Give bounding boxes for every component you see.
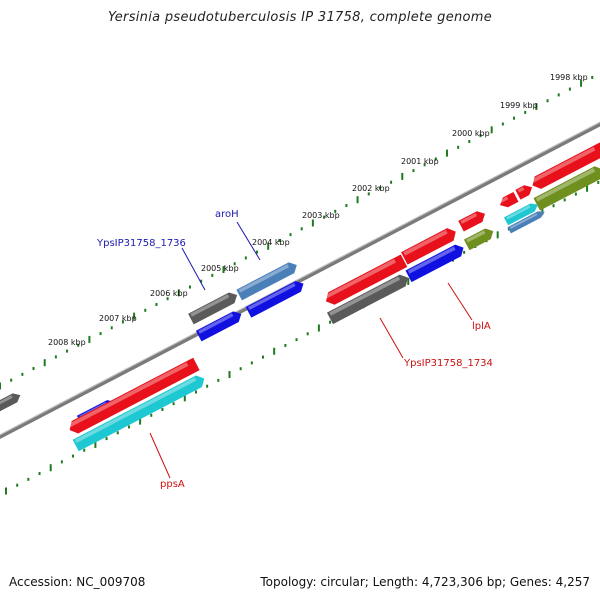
gene-blue [195,311,242,342]
kbp-label: 2004 kbp [252,238,290,247]
gene-red [68,357,200,434]
callout-ypsip1736 [181,247,206,291]
gene-red [458,211,485,232]
gene-blue [405,244,464,283]
genome-backbone-highlight [0,121,600,436]
outer-tick-track [0,75,594,390]
kbp-label: 1998 kbp [550,73,588,82]
kbp-label: 2008 kbp [48,338,86,347]
gene-red [499,191,519,208]
gene-red-body [500,191,519,208]
gene-aroH [236,262,297,301]
gene-olive [533,166,600,211]
gene-steel-body [507,211,545,234]
gene-callouts [149,221,473,479]
gene-red-shine [324,259,396,299]
callout-ppsA [149,432,171,479]
gene-blue-shine [198,313,234,334]
gene-blue [245,281,304,318]
gene-lplA [401,228,456,265]
gene-ypsip1734-shine [329,276,401,316]
kbp-label: 2005 kbp [201,264,239,273]
gene-label-ypsip1734: YpsIP31758_1734 [403,358,493,369]
gene-ppsA [72,375,205,452]
gene-cyan-shine [506,205,531,220]
gene-blue-body [405,244,464,283]
gene-ypsip1736-body [188,292,238,325]
gene-olive [463,228,494,251]
kbp-labels: 1998 kbp 1999 kbp 2000 kbp 2001 kbp 2002 kbp… [48,73,588,347]
gene-aroH-shine [238,264,289,293]
kbp-label: 2001 kbp [401,157,439,166]
gene-red-body [69,357,200,434]
gene-red [515,185,533,200]
gene-red-shine [68,362,189,428]
gene-olive-shine [535,168,596,202]
gene-red [531,142,600,189]
kbp-label: 2006 kbp [150,289,188,298]
kbp-label: 2003 kbp [302,211,340,220]
gene-lightgray-shine [0,395,13,407]
gene-label-lplA: lplA [472,321,491,332]
callout-lplA [447,282,473,321]
genome-backbone [0,121,600,440]
callout-ypsip1734 [379,317,404,359]
kbp-label: 2000 kbp [452,129,490,138]
gene-lightgray-body [0,393,21,414]
kbp-label: 2002 kbp [352,184,390,193]
gene-red-body [458,211,485,232]
gene-red-shine [517,187,525,193]
map-title: Yersinia pseudotuberculosis IP 31758, co… [107,10,493,25]
gene-ypsip1736 [188,292,238,325]
gene-ypsip1734 [326,274,409,325]
gene-features [0,142,600,452]
gene-olive-body [463,228,494,251]
gene-label-ypsip1736: YpsIP31758_1736 [96,238,186,249]
gene-red-shine [531,146,596,183]
callout-aroH [236,221,261,261]
gene-label-ppsA: ppsA [160,479,185,490]
gene-ppsA-shine [74,377,197,443]
gene-red-shine [460,213,478,224]
gene-cyan-body [503,203,538,226]
gene-cyan [503,203,538,226]
gene-olive-shine [466,230,486,243]
gene-steel [507,211,545,234]
gene-steel-shine [509,213,538,229]
gene-blue-body [195,311,242,342]
gene-blue-body [245,281,304,318]
gene-ypsip1734-body [326,274,409,325]
gene-ypsip1736-shine [190,294,230,317]
gene-red [324,254,408,305]
gene-lplA-body [401,228,456,265]
kbp-label: 1999 kbp [500,101,538,110]
topology-label: Topology: circular; Length: 4,723,306 bp… [260,575,590,589]
gene-red-body [532,142,600,189]
gene-lplA-shine [403,229,448,256]
gene-ppsA-body [72,375,205,452]
gene-olive-body [533,166,600,211]
gene-aroH-body [236,262,297,301]
gene-red-body [325,254,408,305]
accession-label: Accession: NC_009708 [9,575,146,589]
gene-blue-shine [247,282,296,310]
gene-blue-shine [407,246,456,274]
gene-red-shine [499,196,509,203]
kbp-label: 2007 kbp [99,314,137,323]
gene-lightgray [0,393,21,414]
gene-label-aroH: aroH [215,209,239,220]
gene-red-body [515,185,533,200]
